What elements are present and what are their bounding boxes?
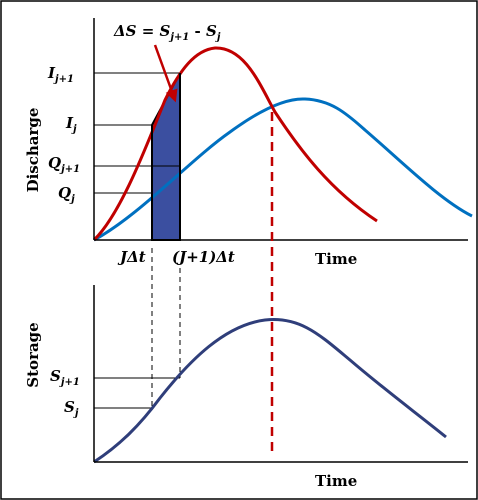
tick-label-I-j: Ij — [65, 114, 77, 135]
tick-label-Q-j: Qj — [58, 184, 75, 205]
bottom-y-axis-label: Storage — [24, 322, 42, 387]
tick-label-S-j1: Sj+1 — [50, 367, 80, 388]
outflow-curve — [93, 97, 473, 242]
tick-label-I-j1: Ij+1 — [47, 64, 74, 85]
storage-curve — [93, 317, 447, 464]
time-mark-j: JΔt — [117, 248, 146, 266]
equation-arrow — [153, 44, 178, 103]
storage-change-equation: ΔS = Sj+1 - Sj — [113, 22, 221, 43]
bottom-x-axis-label: Time — [315, 472, 357, 490]
inflow-curve — [92, 46, 378, 242]
top-y-axis-label: Discharge — [24, 108, 42, 193]
time-mark-j1: (J+1)Δt — [172, 248, 235, 266]
top-x-axis-label: Time — [315, 250, 357, 268]
tick-label-Q-j1: Qj+1 — [48, 154, 80, 175]
tick-label-S-j: Sj — [64, 398, 79, 419]
